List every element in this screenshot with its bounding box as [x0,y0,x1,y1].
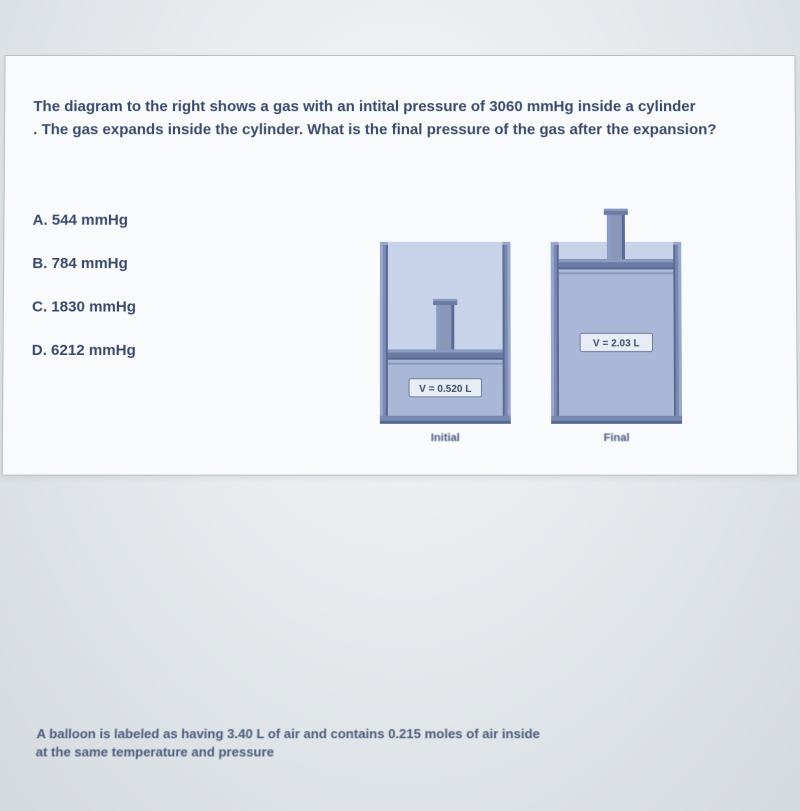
svg-text:V = 2.03 L: V = 2.03 L [593,338,640,349]
question-line-2: . The gas expands inside the cylinder. W… [33,121,716,138]
cylinder-final-svg: V = 2.03 L [551,202,683,424]
option-d[interactable]: D. 6212 mmHg [32,342,233,359]
bottom-line-1: A balloon is labeled as having 3.40 L of… [36,726,540,741]
option-letter: B. [32,255,47,272]
option-b[interactable]: B. 784 mmHg [32,255,233,272]
screen-surface: The diagram to the right shows a gas wit… [0,0,800,811]
question-line-1: The diagram to the right shows a gas wit… [33,98,695,115]
cylinder-initial-svg: V = 0.520 L [380,202,511,424]
option-c[interactable]: C. 1830 mmHg [32,298,233,315]
content-row: A. 544 mmHg B. 784 mmHg C. 1830 mmHg D. … [31,202,769,445]
option-letter: A. [33,212,48,229]
option-letter: D. [32,342,47,359]
cylinder-initial-group: V = 0.520 L Initial [380,202,511,445]
answer-options: A. 544 mmHg B. 784 mmHg C. 1830 mmHg D. … [32,202,234,386]
option-letter: C. [32,298,47,315]
option-a[interactable]: A. 544 mmHg [33,212,234,229]
question-page: The diagram to the right shows a gas wit… [2,55,799,476]
option-text: 784 mmHg [52,255,128,272]
next-question-text: A balloon is labeled as having 3.40 L of… [35,725,785,762]
option-text: 6212 mmHg [51,342,136,359]
svg-text:V = 0.520 L: V = 0.520 L [419,384,471,395]
cylinder-final-group: V = 2.03 L Final [551,202,683,445]
cylinder-diagrams: V = 0.520 L Initial V = 2.03 L Final [233,202,769,445]
cylinder-initial-label: Initial [431,432,460,444]
option-text: 1830 mmHg [51,298,136,315]
question-text: The diagram to the right shows a gas wit… [33,96,767,141]
cylinder-final-label: Final [604,432,630,444]
option-text: 544 mmHg [52,212,128,229]
bottom-line-2: at the same temperature and pressure [35,744,274,759]
